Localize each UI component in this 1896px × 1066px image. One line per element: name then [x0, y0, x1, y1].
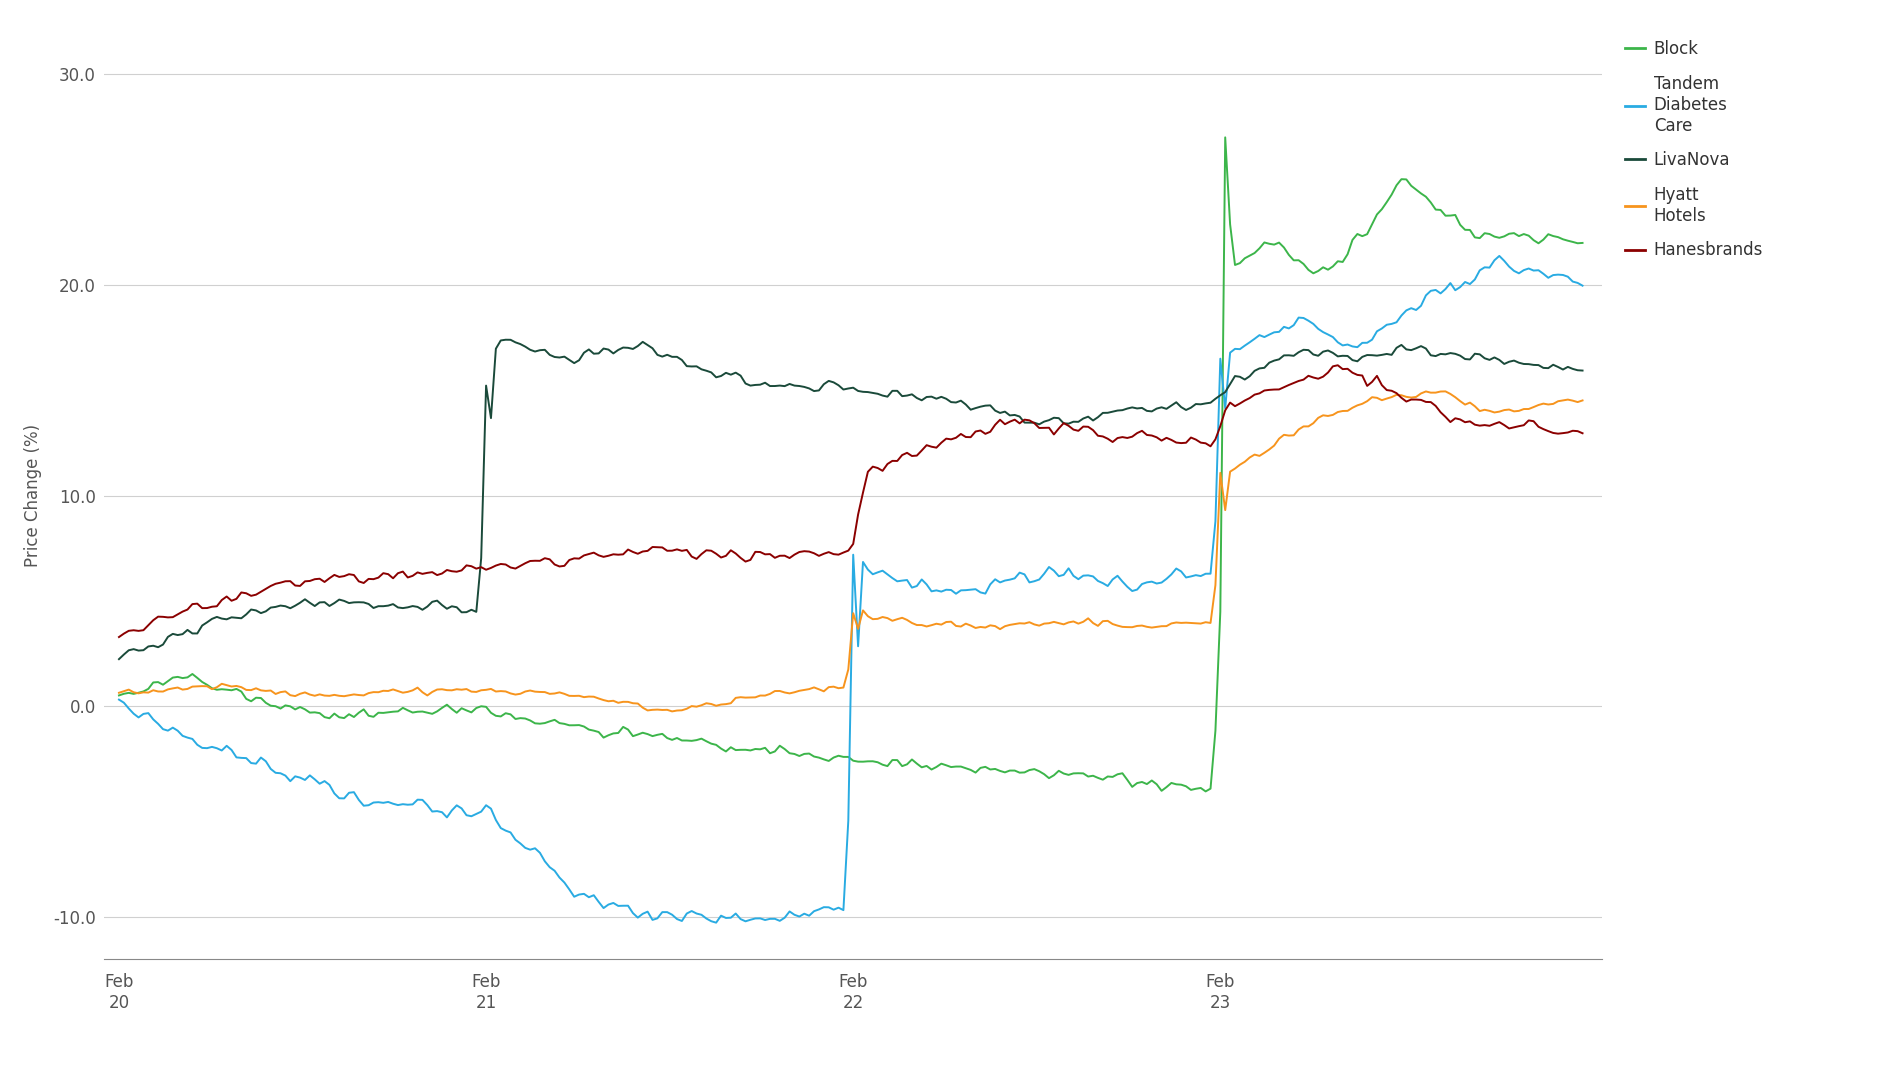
Hyatt
Hotels — [984, 619, 1007, 632]
Tandem
Diabetes
Care — [978, 578, 1001, 591]
Hanesbrands — [1003, 414, 1026, 426]
LivaNova — [112, 648, 135, 661]
Hanesbrands — [978, 425, 1001, 438]
LivaNova — [984, 404, 1007, 417]
Block — [1003, 764, 1026, 777]
Line: Hyatt
Hotels: Hyatt Hotels — [119, 391, 1583, 711]
Block — [978, 763, 1001, 776]
Y-axis label: Price Change (%): Price Change (%) — [25, 424, 42, 567]
Line: Block: Block — [119, 138, 1583, 791]
Hyatt
Hotels — [1572, 394, 1595, 407]
Block — [1194, 785, 1217, 797]
Hanesbrands — [112, 627, 135, 640]
Line: Hanesbrands: Hanesbrands — [119, 366, 1583, 637]
Hyatt
Hotels — [660, 705, 683, 717]
LivaNova — [495, 334, 518, 346]
Hyatt
Hotels — [1433, 385, 1456, 398]
LivaNova — [1572, 365, 1595, 377]
Hanesbrands — [108, 631, 131, 644]
Tandem
Diabetes
Care — [1572, 279, 1595, 292]
Line: LivaNova: LivaNova — [119, 340, 1583, 659]
Line: Tandem
Diabetes
Care: Tandem Diabetes Care — [119, 256, 1583, 923]
Block — [1572, 237, 1595, 249]
Tandem
Diabetes
Care — [1439, 277, 1462, 290]
Hanesbrands — [1327, 359, 1350, 372]
Block — [1213, 131, 1236, 144]
Block — [1350, 230, 1373, 243]
Tandem
Diabetes
Care — [1346, 341, 1369, 354]
Hanesbrands — [1346, 369, 1369, 382]
Hanesbrands — [975, 427, 997, 440]
Hanesbrands — [1439, 416, 1462, 429]
Tandem
Diabetes
Care — [1009, 566, 1031, 579]
Tandem
Diabetes
Care — [108, 693, 131, 706]
LivaNova — [1346, 355, 1369, 368]
LivaNova — [978, 399, 1001, 411]
Hanesbrands — [1572, 426, 1595, 439]
Tandem
Diabetes
Care — [705, 917, 728, 930]
Tandem
Diabetes
Care — [112, 696, 135, 709]
Tandem
Diabetes
Care — [984, 572, 1007, 585]
Block — [108, 689, 131, 701]
Hyatt
Hotels — [1346, 399, 1369, 411]
LivaNova — [108, 652, 131, 665]
LivaNova — [1439, 346, 1462, 359]
Hyatt
Hotels — [112, 684, 135, 697]
Hyatt
Hotels — [1445, 391, 1468, 404]
Hyatt
Hotels — [108, 687, 131, 699]
Hyatt
Hotels — [1009, 617, 1031, 630]
Legend: Block, Tandem
Diabetes
Care, LivaNova, Hyatt
Hotels, Hanesbrands: Block, Tandem Diabetes Care, LivaNova, H… — [1625, 41, 1763, 259]
Block — [1445, 209, 1468, 222]
Hyatt
Hotels — [978, 619, 1001, 632]
Block — [112, 688, 135, 700]
LivaNova — [1009, 410, 1031, 423]
Block — [975, 760, 997, 773]
Tandem
Diabetes
Care — [1488, 249, 1511, 262]
